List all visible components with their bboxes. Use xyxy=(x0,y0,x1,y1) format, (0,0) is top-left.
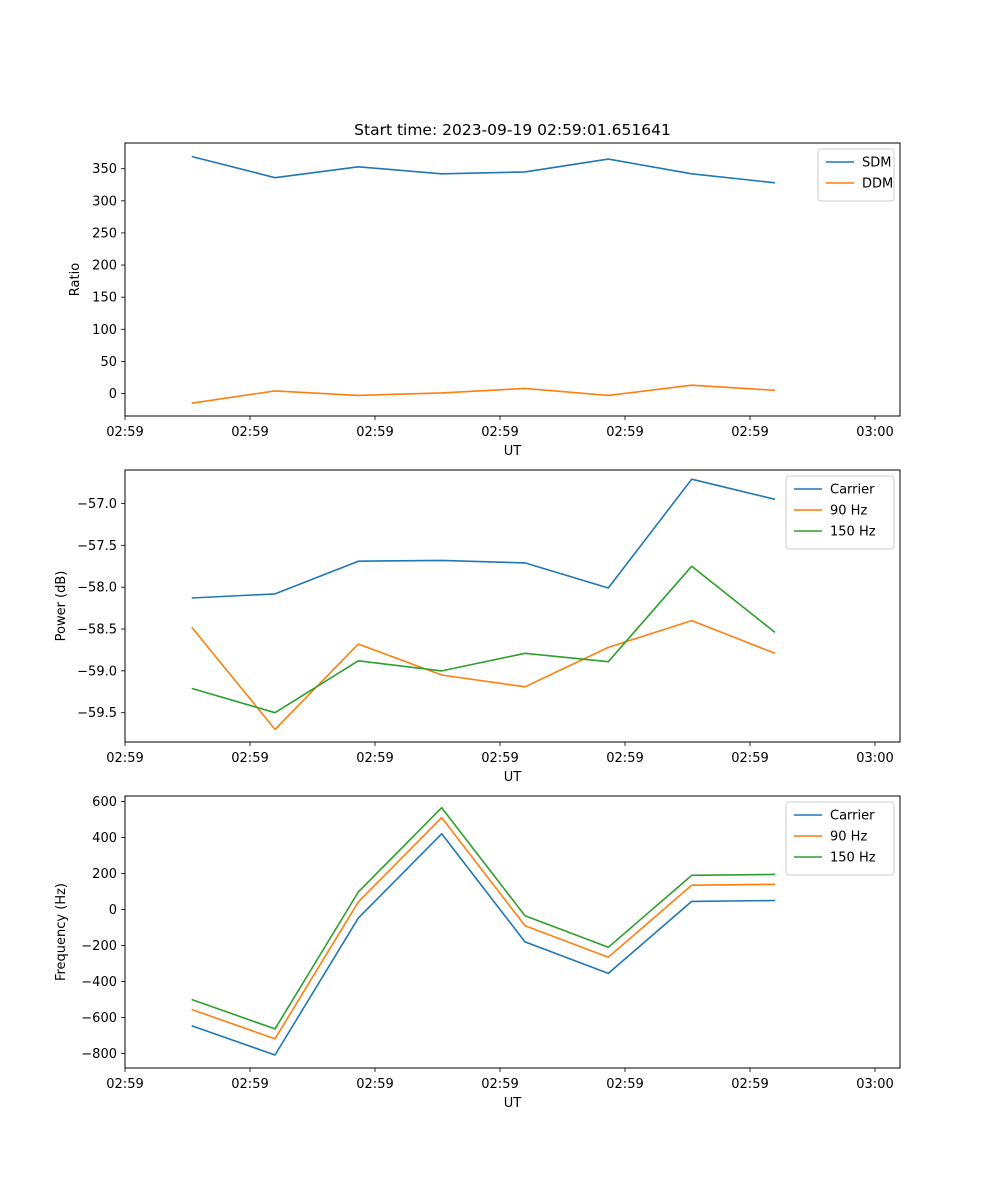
x-tick-label: 02:59 xyxy=(731,425,768,440)
series-line-90-hz xyxy=(191,619,776,731)
x-tick-label: 02:59 xyxy=(106,751,143,766)
y-tick-label: 400 xyxy=(92,831,117,846)
y-tick-label: 250 xyxy=(92,226,117,241)
x-tick-label: 02:59 xyxy=(606,425,643,440)
series-line-ddm xyxy=(191,384,776,404)
y-tick-label: −58.5 xyxy=(77,623,117,638)
y-tick-label: −800 xyxy=(81,1047,117,1062)
x-axis-label: UT xyxy=(504,444,522,459)
x-tick-label: 03:00 xyxy=(856,751,893,766)
y-axis-label: Power (dB) xyxy=(54,571,69,642)
x-tick-label: 02:59 xyxy=(231,751,268,766)
legend-label: Carrier xyxy=(830,809,875,824)
y-tick-label: 300 xyxy=(92,194,117,209)
series-line-90-hz xyxy=(191,816,776,1040)
x-tick-label: 02:59 xyxy=(731,751,768,766)
y-tick-label: 0 xyxy=(109,903,117,918)
axes-frame xyxy=(124,795,901,1069)
legend-label: 90 Hz xyxy=(830,830,867,845)
y-tick-label: 50 xyxy=(100,355,117,370)
x-tick-label: 02:59 xyxy=(231,425,268,440)
legend-label: 150 Hz xyxy=(830,851,876,866)
x-tick-label: 02:59 xyxy=(356,425,393,440)
x-tick-label: 02:59 xyxy=(481,1077,518,1092)
chart-panel-0: 02:59 02:59 02:59 02:59 02:59 02:59 03:00 0 50 10… xyxy=(68,121,901,459)
x-tick-label: 02:59 xyxy=(481,425,518,440)
chart-panel-2: 02:59 02:59 02:59 02:59 02:59 02:59 03:00 −800 −… xyxy=(54,795,901,1111)
legend: Carrier 90 Hz 150 Hz xyxy=(785,801,895,876)
y-tick-label: −200 xyxy=(81,939,117,954)
y-tick-label: 100 xyxy=(92,323,117,338)
series-line-150-hz xyxy=(191,565,776,714)
x-tick-label: 03:00 xyxy=(856,425,893,440)
y-tick-label: 150 xyxy=(92,291,117,306)
legend: Carrier 90 Hz 150 Hz xyxy=(785,475,895,550)
x-tick-label: 02:59 xyxy=(106,1077,143,1092)
legend-label: Carrier xyxy=(830,483,875,498)
x-axis-label: UT xyxy=(504,1096,522,1111)
x-tick-label: 02:59 xyxy=(356,751,393,766)
y-tick-label: −600 xyxy=(81,1011,117,1026)
y-tick-label: −400 xyxy=(81,975,117,990)
series-line-carrier xyxy=(191,478,776,599)
series-line-150-hz xyxy=(191,806,776,1030)
x-tick-label: 02:59 xyxy=(731,1077,768,1092)
y-tick-label: 0 xyxy=(109,387,117,402)
y-tick-label: 200 xyxy=(92,259,117,274)
y-tick-label: 200 xyxy=(92,867,117,882)
series-line-sdm xyxy=(191,155,776,184)
y-tick-label: −59.0 xyxy=(77,664,117,679)
y-axis-label: Ratio xyxy=(68,263,83,296)
x-tick-label: 02:59 xyxy=(481,751,518,766)
legend-label: DDM xyxy=(862,177,893,192)
axes-frame xyxy=(124,469,901,743)
x-tick-label: 03:00 xyxy=(856,1077,893,1092)
x-tick-label: 02:59 xyxy=(606,751,643,766)
series-line-carrier xyxy=(191,832,776,1056)
y-axis-label: Frequency (Hz) xyxy=(54,883,69,981)
y-tick-label: −58.0 xyxy=(77,581,117,596)
axes-frame xyxy=(124,142,901,417)
x-tick-label: 02:59 xyxy=(606,1077,643,1092)
legend: SDM DDM xyxy=(817,148,895,202)
x-tick-label: 02:59 xyxy=(356,1077,393,1092)
legend-label: SDM xyxy=(862,156,891,171)
legend-label: 90 Hz xyxy=(830,504,867,519)
y-tick-label: −57.5 xyxy=(77,539,117,554)
charts-container: 02:59 02:59 02:59 02:59 02:59 02:59 03:00 0 50 10… xyxy=(54,121,901,1111)
legend-label: 150 Hz xyxy=(830,525,876,540)
y-tick-label: 600 xyxy=(92,795,117,810)
x-tick-label: 02:59 xyxy=(106,425,143,440)
x-axis-label: UT xyxy=(504,770,522,785)
chart-panel-1: 02:59 02:59 02:59 02:59 02:59 02:59 03:00 −59.5… xyxy=(54,469,901,785)
chart-title: Start time: 2023-09-19 02:59:01.651641 xyxy=(354,121,671,139)
y-tick-label: −59.5 xyxy=(77,706,117,721)
y-tick-label: 350 xyxy=(92,162,117,177)
y-tick-label: −57.0 xyxy=(77,497,117,512)
x-tick-label: 02:59 xyxy=(231,1077,268,1092)
